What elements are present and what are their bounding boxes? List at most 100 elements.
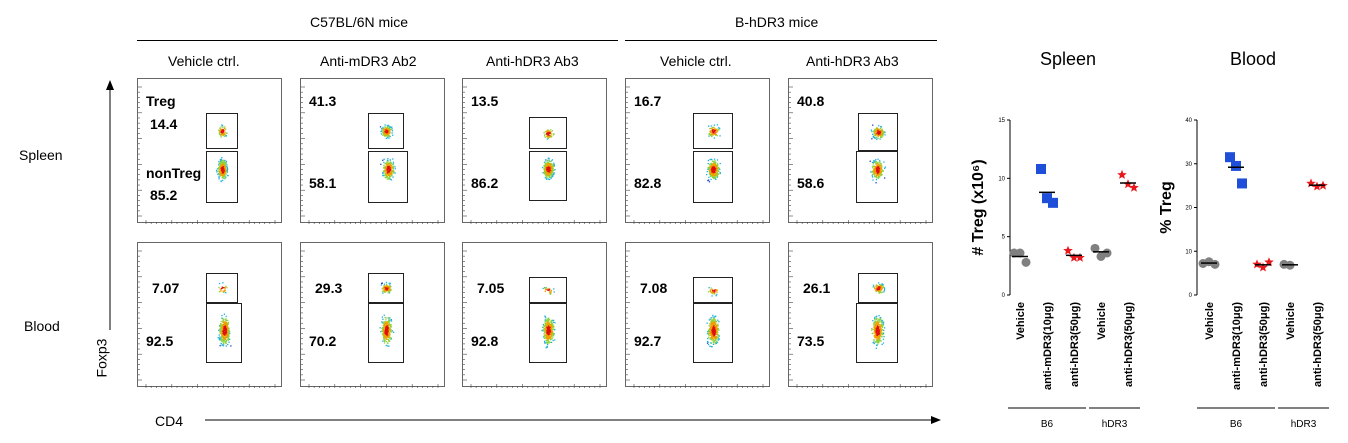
nontreg-percentage: 58.6 bbox=[797, 175, 825, 191]
nontreg-percentage: 73.5 bbox=[797, 333, 825, 349]
data-point bbox=[1264, 257, 1274, 267]
flow-dots bbox=[706, 287, 720, 348]
treg-percentage: 40.8 bbox=[797, 93, 825, 109]
nontreg-gate-label: nonTreg bbox=[146, 165, 202, 181]
flow-dots bbox=[706, 124, 721, 183]
nontreg-gate bbox=[693, 303, 733, 363]
flow-dots bbox=[379, 281, 395, 347]
spleen-flow-panel-3: 10⁷10⁶10⁵10⁴013.5 86.2 bbox=[462, 78, 607, 224]
blood-flow-panel-1: 10⁷10⁶10⁵10⁴07.07 92.5 bbox=[137, 242, 282, 388]
blood-treg-chart: Blood 0 10 20 30 40 % Treg Vehicle anti-mDR3(10μ… bbox=[1158, 49, 1329, 430]
data-point bbox=[1090, 243, 1100, 253]
treg-percentage: 16.7 bbox=[634, 93, 662, 109]
group-label: hDR3 bbox=[1102, 419, 1128, 430]
nontreg-gate bbox=[856, 303, 898, 363]
column-header-4: Vehicle ctrl. bbox=[660, 53, 732, 69]
panel-ticks: 10⁷10⁶10⁵10⁴0 bbox=[138, 250, 276, 388]
y-tick-label: 10 bbox=[998, 176, 1005, 182]
nontreg-percentage: 82.8 bbox=[634, 175, 662, 191]
data-point bbox=[1312, 181, 1322, 191]
y-axis-label: # Treg (x10⁶) bbox=[970, 159, 987, 255]
treg-gate bbox=[206, 113, 238, 149]
data-point bbox=[1231, 160, 1241, 171]
foxp3-axis-arrow bbox=[106, 80, 114, 330]
data-point bbox=[1021, 257, 1031, 267]
row-label-blood: Blood bbox=[24, 318, 60, 334]
nontreg-gate bbox=[368, 303, 404, 363]
panel-ticks: 10⁷10⁶10⁵10⁴0 bbox=[789, 86, 927, 224]
data-point bbox=[1252, 259, 1262, 269]
treg-percentage: 7.08 bbox=[640, 280, 668, 296]
nontreg-gate bbox=[206, 303, 242, 363]
column-header-3: Anti-hDR3 Ab3 bbox=[486, 53, 579, 69]
treg-percentage: 7.05 bbox=[477, 280, 505, 296]
spleen-flow-panel-4: 10⁷10⁶10⁵10⁴016.7 82.8 bbox=[625, 78, 770, 224]
panel-ticks: 10⁷10⁶10⁵10⁴0 bbox=[301, 250, 439, 388]
y-tick-label: 40 bbox=[1185, 118, 1192, 124]
treg-gate bbox=[858, 113, 898, 151]
treg-gate bbox=[368, 113, 404, 149]
group-label: B6 bbox=[1041, 419, 1054, 430]
nontreg-gate bbox=[206, 151, 238, 203]
nontreg-percentage: 92.8 bbox=[471, 333, 499, 349]
spleen-flow-panel-1: 10⁷10⁶10⁵10⁴0Treg nonTreg 14.4 85.2 bbox=[137, 78, 282, 224]
column-header-2: Anti-mDR3 Ab2 bbox=[320, 53, 417, 69]
data-point bbox=[1210, 259, 1220, 269]
treg-gate bbox=[206, 273, 238, 303]
y-tick-label: 15 bbox=[998, 118, 1005, 124]
treg-percentage: 41.3 bbox=[309, 93, 337, 109]
flow-dots bbox=[869, 124, 886, 184]
data-point bbox=[1117, 169, 1127, 179]
panel-ticks: 10⁷10⁶10⁵10⁴0 bbox=[626, 250, 764, 388]
category-label: anti-hDR3(50μg) bbox=[1123, 302, 1135, 387]
treg-gate bbox=[693, 113, 733, 149]
treg-gate bbox=[693, 277, 733, 303]
y-tick-label: 30 bbox=[1185, 162, 1192, 168]
nontreg-percentage: 70.2 bbox=[309, 333, 337, 349]
column-header-1: Vehicle ctrl. bbox=[168, 53, 240, 69]
category-label: anti-hDR3(50μg) bbox=[1312, 302, 1324, 387]
flow-dots bbox=[379, 124, 396, 181]
category-label: anti-mDR3(10μg) bbox=[1231, 302, 1243, 390]
data-point bbox=[1129, 182, 1139, 192]
category-label: anti-mDR3(10μg) bbox=[1042, 302, 1054, 390]
row-label-spleen: Spleen bbox=[19, 147, 63, 163]
treg-percentage: 26.1 bbox=[803, 280, 831, 296]
blood-flow-panel-2: 10⁷10⁶10⁵10⁴029.3 70.2 bbox=[300, 242, 445, 388]
chart-title: Blood bbox=[1230, 49, 1276, 69]
data-point bbox=[1069, 252, 1079, 262]
data-point bbox=[1258, 262, 1268, 272]
panel-ticks: 10⁷10⁶10⁵10⁴0 bbox=[463, 250, 601, 388]
flow-dots bbox=[217, 282, 232, 347]
data-point bbox=[1063, 245, 1073, 255]
treg-gate bbox=[368, 273, 404, 303]
blood-flow-panel-4: 10⁷10⁶10⁵10⁴07.08 92.7 bbox=[625, 242, 770, 388]
group-line-c57 bbox=[137, 40, 618, 41]
blood-flow-panel-3: 10⁷10⁶10⁵10⁴07.05 92.8 bbox=[462, 242, 607, 388]
group-header-bhdr3: B-hDR3 mice bbox=[735, 14, 819, 30]
group-label: hDR3 bbox=[1291, 419, 1317, 430]
cd4-axis-label: CD4 bbox=[155, 413, 184, 429]
y-tick-label: 10 bbox=[1185, 249, 1192, 255]
flow-dots bbox=[215, 124, 229, 183]
treg-percentage: 14.4 bbox=[150, 116, 178, 132]
column-header-5: Anti-hDR3 Ab3 bbox=[806, 53, 899, 69]
data-point bbox=[1036, 164, 1046, 174]
nontreg-percentage: 86.2 bbox=[471, 175, 499, 191]
cd4-axis-arrow bbox=[205, 416, 941, 424]
data-point bbox=[1042, 193, 1052, 204]
category-label: Vehicle bbox=[1015, 302, 1027, 340]
data-point bbox=[1102, 248, 1112, 258]
nontreg-gate bbox=[856, 151, 898, 203]
data-point bbox=[1225, 152, 1235, 163]
spleen-flow-panel-2: 10⁷10⁶10⁵10⁴041.3 58.1 bbox=[300, 78, 445, 224]
data-point bbox=[1306, 178, 1316, 188]
category-label: Vehicle bbox=[1285, 302, 1297, 340]
category-label: Vehicle bbox=[1096, 302, 1108, 340]
category-label: Vehicle bbox=[1204, 302, 1216, 340]
nontreg-gate bbox=[529, 303, 567, 363]
data-point bbox=[1237, 178, 1247, 189]
nontreg-gate bbox=[529, 151, 567, 201]
category-label: anti-hDR3(50μg) bbox=[1069, 302, 1081, 387]
spleen-flow-panel-5: 10⁷10⁶10⁵10⁴040.8 58.6 bbox=[788, 78, 933, 224]
